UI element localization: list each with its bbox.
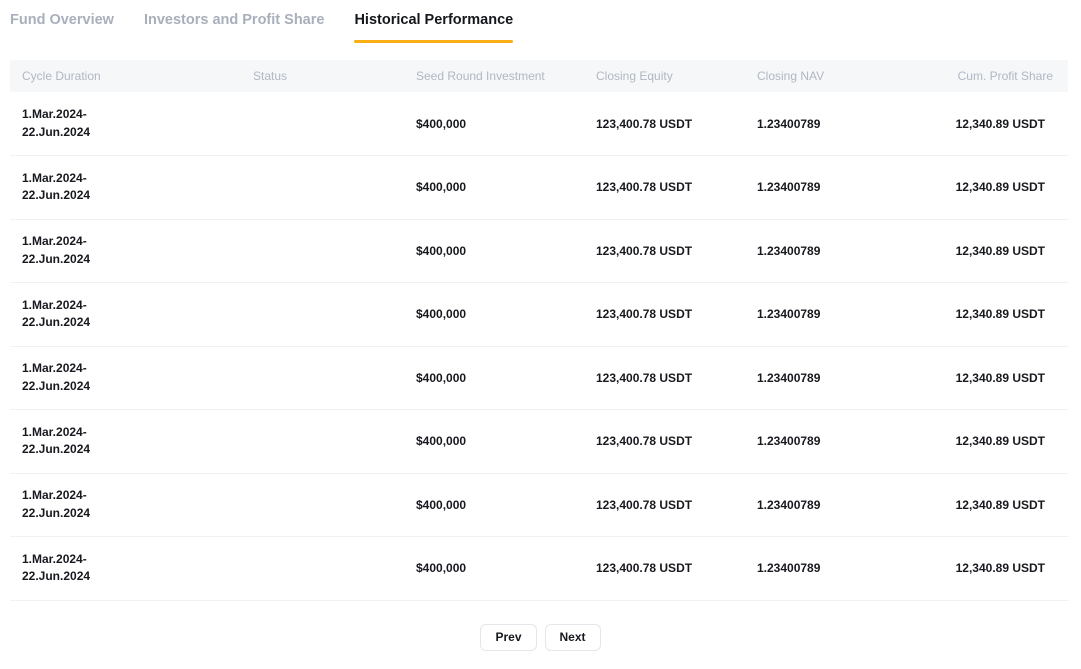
cell-closing-equity: 123,400.78 USDT [584, 409, 745, 474]
pagination: Prev Next [0, 623, 1081, 651]
cell-cycle-duration: 1.Mar.2024- 22.Jun.2024 [10, 155, 241, 220]
cell-cum-profit-share: 12,340.89 USDT [941, 219, 1068, 283]
cell-cum-profit-share: 12,340.89 USDT [941, 346, 1068, 410]
cell-status [241, 536, 404, 601]
cell-cum-profit-share: 12,340.89 USDT [941, 282, 1068, 347]
next-page-button[interactable]: Next [544, 623, 601, 651]
tab-label: Investors and Profit Share [143, 12, 325, 28]
cell-seed-round-investment: $400,000 [404, 92, 584, 156]
cell-cycle-duration: 1.Mar.2024- 22.Jun.2024 [10, 346, 241, 410]
cell-cycle-duration: 1.Mar.2024- 22.Jun.2024 [10, 536, 241, 601]
cell-closing-equity: 123,400.78 USDT [584, 346, 745, 410]
cell-cycle-duration: 1.Mar.2024- 22.Jun.2024 [10, 92, 241, 156]
cell-closing-equity: 123,400.78 USDT [584, 473, 745, 537]
tab-label: Fund Overview [10, 12, 114, 28]
cell-closing-nav: 1.23400789 [745, 536, 941, 601]
tab-label: Historical Performance [354, 12, 514, 28]
cell-closing-nav: 1.23400789 [745, 219, 941, 283]
cell-cum-profit-share: 12,340.89 USDT [941, 409, 1068, 474]
table-row: 1.Mar.2024- 22.Jun.2024 $400,000 123,400… [10, 473, 1068, 537]
cell-seed-round-investment: $400,000 [404, 409, 584, 474]
column-header-seed-round-investment: Seed Round Investment [404, 60, 584, 92]
cell-closing-equity: 123,400.78 USDT [584, 536, 745, 601]
cell-status [241, 346, 404, 410]
cell-status [241, 155, 404, 220]
cell-closing-nav: 1.23400789 [745, 92, 941, 156]
cell-cum-profit-share: 12,340.89 USDT [941, 473, 1068, 537]
cell-closing-equity: 123,400.78 USDT [584, 282, 745, 347]
active-tab-underline [354, 40, 514, 43]
cell-cum-profit-share: 12,340.89 USDT [941, 155, 1068, 220]
column-header-status: Status [241, 60, 404, 92]
table-row: 1.Mar.2024- 22.Jun.2024 $400,000 123,400… [10, 219, 1068, 283]
cell-cycle-duration: 1.Mar.2024- 22.Jun.2024 [10, 409, 241, 474]
cell-closing-nav: 1.23400789 [745, 346, 941, 410]
cell-status [241, 282, 404, 347]
cell-seed-round-investment: $400,000 [404, 219, 584, 283]
cell-seed-round-investment: $400,000 [404, 536, 584, 601]
cell-closing-equity: 123,400.78 USDT [584, 92, 745, 156]
cell-closing-equity: 123,400.78 USDT [584, 219, 745, 283]
column-header-cycle-duration: Cycle Duration [10, 60, 241, 92]
column-header-closing-equity: Closing Equity [584, 60, 745, 92]
cell-seed-round-investment: $400,000 [404, 155, 584, 220]
table-header: Cycle Duration Status Seed Round Investm… [10, 60, 1068, 92]
tab-investors-and-profit-share[interactable]: Investors and Profit Share [144, 12, 325, 43]
table-row: 1.Mar.2024- 22.Jun.2024 $400,000 123,400… [10, 409, 1068, 474]
cell-status [241, 92, 404, 156]
cell-status [241, 473, 404, 537]
cell-closing-equity: 123,400.78 USDT [584, 155, 745, 220]
cell-cycle-duration: 1.Mar.2024- 22.Jun.2024 [10, 219, 241, 283]
cell-seed-round-investment: $400,000 [404, 346, 584, 410]
table-row: 1.Mar.2024- 22.Jun.2024 $400,000 123,400… [10, 92, 1068, 156]
cell-cycle-duration: 1.Mar.2024- 22.Jun.2024 [10, 473, 241, 537]
cell-status [241, 409, 404, 474]
cell-closing-nav: 1.23400789 [745, 409, 941, 474]
column-header-closing-nav: Closing NAV [745, 60, 941, 92]
cell-cycle-duration: 1.Mar.2024- 22.Jun.2024 [10, 282, 241, 347]
prev-page-button[interactable]: Prev [480, 623, 537, 651]
historical-performance-table: Cycle Duration Status Seed Round Investm… [10, 60, 1068, 601]
tab-fund-overview[interactable]: Fund Overview [10, 12, 114, 43]
table-body: 1.Mar.2024- 22.Jun.2024 $400,000 123,400… [10, 92, 1068, 601]
cell-closing-nav: 1.23400789 [745, 155, 941, 220]
column-header-cum-profit-share: Cum. Profit Share [941, 60, 1068, 92]
tab-bar: Fund Overview Investors and Profit Share… [0, 0, 1081, 43]
cell-seed-round-investment: $400,000 [404, 473, 584, 537]
cell-status [241, 219, 404, 283]
cell-cum-profit-share: 12,340.89 USDT [941, 92, 1068, 156]
table-row: 1.Mar.2024- 22.Jun.2024 $400,000 123,400… [10, 282, 1068, 347]
table-row: 1.Mar.2024- 22.Jun.2024 $400,000 123,400… [10, 346, 1068, 410]
cell-cum-profit-share: 12,340.89 USDT [941, 536, 1068, 601]
cell-closing-nav: 1.23400789 [745, 473, 941, 537]
table-row: 1.Mar.2024- 22.Jun.2024 $400,000 123,400… [10, 536, 1068, 601]
tab-historical-performance[interactable]: Historical Performance [354, 12, 514, 43]
table-row: 1.Mar.2024- 22.Jun.2024 $400,000 123,400… [10, 155, 1068, 220]
cell-closing-nav: 1.23400789 [745, 282, 941, 347]
cell-seed-round-investment: $400,000 [404, 282, 584, 347]
